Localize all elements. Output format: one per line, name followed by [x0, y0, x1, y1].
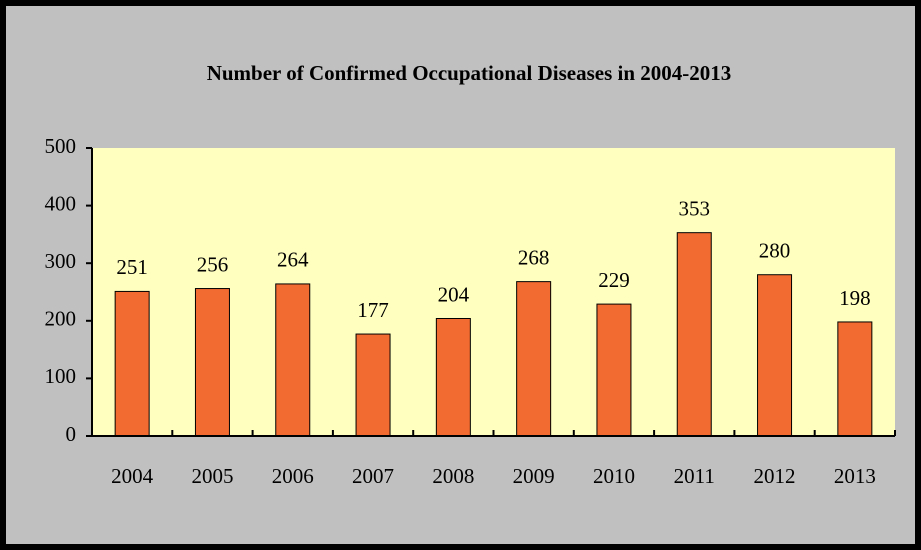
bar [275, 283, 311, 437]
bar [596, 303, 632, 437]
bar [676, 232, 712, 437]
data-label: 353 [679, 196, 711, 220]
data-label: 204 [438, 282, 470, 306]
data-label: 268 [518, 245, 550, 269]
x-tick-label: 2004 [111, 464, 154, 488]
data-label: 280 [759, 239, 791, 263]
data-label: 177 [357, 298, 389, 322]
bar [757, 274, 793, 437]
x-tick-label: 2009 [513, 464, 555, 488]
bar [355, 333, 391, 437]
y-tick-label: 400 [45, 191, 77, 215]
x-tick-label: 2011 [674, 464, 715, 488]
y-tick-label: 200 [45, 307, 77, 331]
y-tick-label: 300 [45, 249, 77, 273]
chart-title: Number of Confirmed Occupational Disease… [206, 61, 732, 85]
y-tick-label: 100 [45, 364, 77, 388]
x-tick-label: 2010 [593, 464, 635, 488]
x-tick-label: 2008 [432, 464, 474, 488]
bar [837, 321, 873, 437]
x-tick-label: 2007 [352, 464, 394, 488]
x-tick-label: 2006 [272, 464, 314, 488]
x-tick-label: 2013 [834, 464, 876, 488]
bar [114, 290, 150, 437]
y-tick-label: 0 [66, 422, 77, 446]
data-label: 264 [277, 248, 309, 272]
data-label: 229 [598, 268, 630, 292]
bar [194, 288, 230, 437]
y-tick-label: 500 [45, 134, 77, 158]
bar [516, 281, 552, 437]
data-label: 251 [116, 255, 148, 279]
bar [435, 317, 471, 437]
data-label: 256 [197, 252, 229, 276]
x-tick-label: 2012 [754, 464, 796, 488]
data-label: 198 [839, 286, 871, 310]
x-tick-label: 2005 [191, 464, 233, 488]
